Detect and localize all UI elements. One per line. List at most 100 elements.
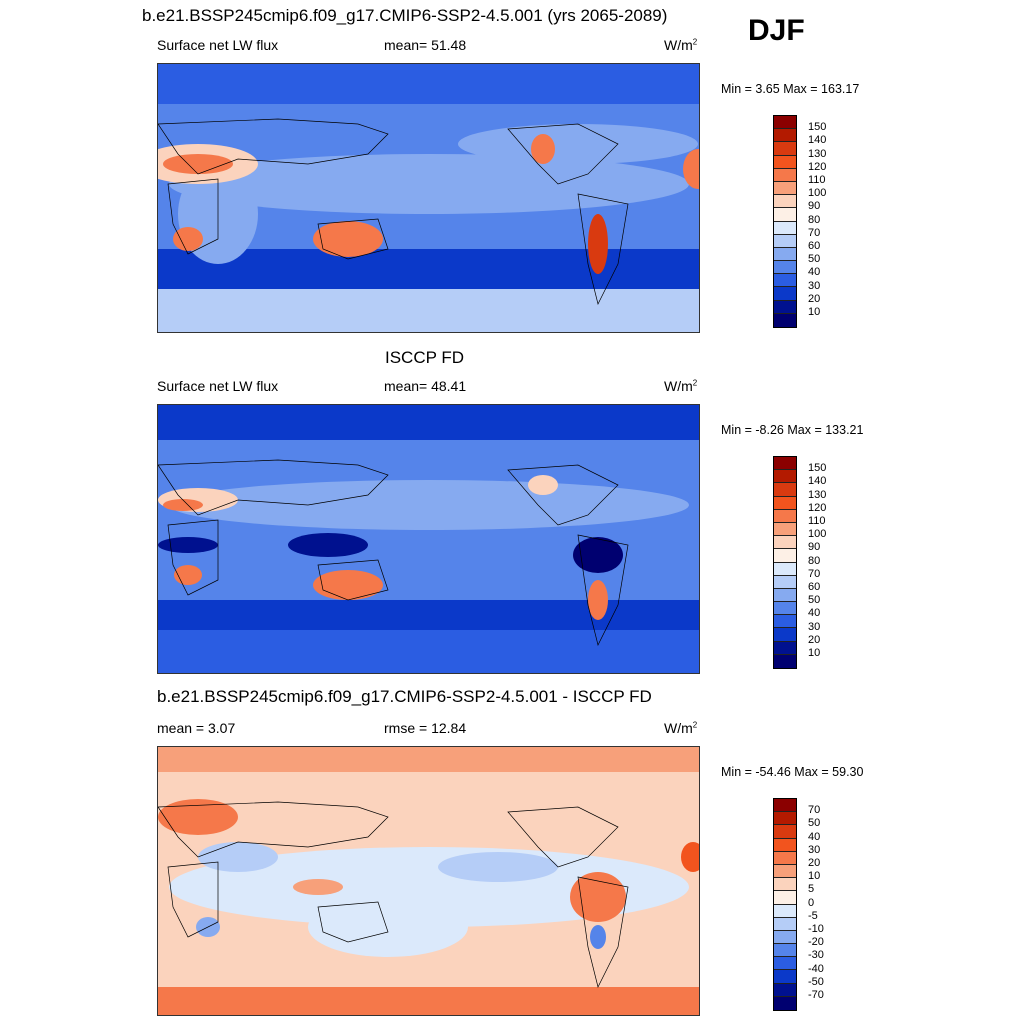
colorbar-tick-label: 40 [808,830,821,843]
colorbar-tick-label: 150 [808,121,827,134]
colorbar-tick-label: 120 [808,501,827,514]
panel-mean-label: mean= 51.48 [384,37,467,53]
colorbar-tick-label: 40 [808,266,821,279]
colorbar-segment [774,575,796,589]
colorbar-tick-label: 130 [808,147,827,160]
colorbar-tick-label: 30 [808,843,821,856]
colorbar-tick-label: 10 [808,306,821,318]
colorbar-tick-label: 110 [808,174,826,186]
panel-left-label: Surface net LW flux [157,378,279,394]
colorbar-segment [774,142,796,156]
colorbar-tick-label: 20 [808,633,821,646]
colorbar-tick-label: 30 [808,620,821,633]
colorbar-diff [773,798,797,1011]
colorbar-tick-label: -70 [808,989,824,1001]
colorbar-tick-label: 50 [808,253,821,266]
colorbar-segment [774,851,796,865]
colorbar-tick-label: 110 [808,515,826,527]
colorbar-tick-label: 50 [808,594,821,607]
colorbar-segment [774,234,796,248]
colorbar-segment [774,654,796,668]
panel-title: ISCCP FD [385,348,465,367]
panel-title: b.e21.BSSP245cmip6.f09_g17.CMIP6-SSP2-4.… [157,687,652,706]
colorbar-segment [774,129,796,143]
panel-units: W/m2 [664,378,698,394]
colorbar-segment [774,247,796,262]
colorbar-segment [774,878,796,892]
colorbar-tick-label: 90 [808,541,821,554]
colorbar-tick-label: 40 [808,607,821,620]
colorbar-tick-label: 20 [808,857,821,869]
colorbar-tick-label: -40 [808,962,824,975]
colorbar-segment [774,930,796,945]
colorbar-tick-label: 50 [808,817,821,830]
colorbar-segment [774,457,796,471]
colorbar-tick-label: -5 [808,909,818,922]
colorbar-tick-label: -50 [808,975,824,988]
colorbar-segment [774,996,796,1010]
colorbar-segment [774,957,796,971]
colorbar-tick-label: -30 [808,949,824,962]
colorbar-segment [774,208,796,222]
colorbar-tick-label: 20 [808,292,821,305]
colorbar-segment [774,522,796,537]
colorbar-segment [774,195,796,209]
colorbar-segment [774,483,796,497]
panel-rmse-label: rmse = 12.84 [384,720,467,736]
colorbar-tick-label: -20 [808,936,824,949]
panel-minmax: Min = -8.26 Max = 133.21 [721,423,864,437]
colorbar-segment [774,970,796,984]
colorbar-segment [774,300,796,314]
colorbar-segment [774,181,796,196]
colorbar-tick-label: 140 [808,134,827,147]
map-model [157,63,700,333]
colorbar-segment [774,799,796,813]
colorbar-tick-label: 140 [808,475,827,488]
panel-left-label: Surface net LW flux [157,37,279,53]
colorbar-tick-label: -10 [808,923,824,935]
colorbar-segment [774,602,796,616]
colorbar-segment [774,944,796,958]
colorbar-segment [774,536,796,550]
colorbar-tick-label: 0 [808,896,815,909]
colorbar-segment [774,274,796,288]
colorbar-segment [774,470,796,484]
colorbar-segment [774,825,796,839]
colorbar-segment [774,917,796,931]
colorbar-tick-label: 70 [808,804,821,817]
colorbar-tick-label: 150 [808,462,827,475]
colorbar-tick-label: 80 [808,213,821,226]
colorbar-tick-label: 70 [808,226,821,239]
panel-minmax: Min = -54.46 Max = 59.30 [721,765,864,779]
colorbar-segment [774,287,796,301]
colorbar-tick-label: 10 [808,647,821,659]
colorbar-segment [774,116,796,130]
colorbar-segment [774,864,796,879]
colorbar-segment [774,983,796,997]
panel-mean-label: mean = 3.07 [157,720,236,736]
colorbar-tick-label: 60 [808,581,821,593]
colorbar-tick-label: 10 [808,870,821,883]
colorbar-segment [774,155,796,169]
colorbar-tick-label: 100 [808,187,827,200]
panel-minmax: Min = 3.65 Max = 163.17 [721,82,860,96]
colorbar-segment [774,615,796,629]
colorbar-tick-label: 130 [808,488,827,501]
colorbar-model [773,115,797,328]
colorbar-segment [774,549,796,563]
season-label: DJF [748,14,805,47]
colorbar-segment [774,891,796,905]
panel-units: W/m2 [664,720,698,736]
map-obs [157,404,700,674]
colorbar-segment [774,496,796,510]
colorbar-segment [774,313,796,327]
colorbar-tick-label: 5 [808,883,815,896]
colorbar-segment [774,588,796,603]
colorbar-tick-label: 30 [808,279,821,292]
colorbar-segment [774,168,796,182]
colorbar-segment [774,812,796,826]
panel-units: W/m2 [664,37,698,53]
colorbar-tick-label: 70 [808,567,821,580]
colorbar-obs [773,456,797,669]
colorbar-segment [774,641,796,655]
